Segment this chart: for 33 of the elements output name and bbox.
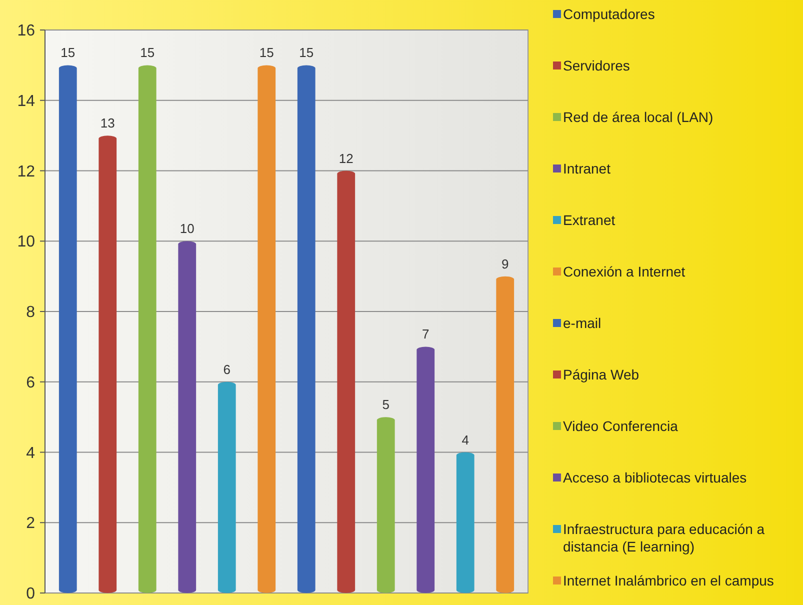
data-label: 4 — [462, 432, 469, 448]
data-label: 15 — [259, 45, 274, 60]
data-label: 5 — [382, 397, 390, 412]
legend-label: Conexión a Internet — [563, 263, 686, 280]
y-tick-label: 2 — [26, 515, 36, 532]
legend-label: Internet Inalámbrico en el campus — [563, 572, 774, 588]
y-tick-label: 8 — [26, 304, 36, 322]
data-label: 15 — [140, 45, 155, 60]
legend-label: Computadores — [563, 6, 655, 22]
y-tick-label: 6 — [26, 374, 36, 392]
data-label: 15 — [299, 45, 314, 60]
legend-label: Video Conferencia — [563, 418, 678, 434]
data-label: 15 — [60, 45, 76, 60]
y-tick-label: 4 — [26, 444, 36, 462]
y-tick-label: 0 — [26, 586, 36, 603]
data-label: 12 — [338, 150, 354, 166]
data-label: 7 — [422, 326, 430, 342]
legend-label: Página Web — [563, 366, 640, 382]
legend-label: Extranet — [563, 212, 616, 228]
data-label: 6 — [223, 362, 230, 377]
legend-label: Acceso a bibliotecas virtuales — [563, 469, 747, 486]
legend-label: Servidores — [563, 57, 630, 74]
y-tick-label: 12 — [17, 163, 36, 180]
legend-label: e-mail — [563, 314, 602, 331]
data-label: 13 — [100, 116, 115, 131]
data-label: 10 — [180, 221, 194, 236]
y-tick-label: 16 — [17, 22, 36, 40]
legend-label: Infraestructura para educación a distancia (E learning) — [563, 520, 765, 554]
legend-label: Intranet — [563, 160, 611, 176]
y-tick-label: 14 — [17, 92, 36, 110]
data-label: 9 — [501, 256, 509, 272]
y-tick-label: 10 — [17, 234, 36, 251]
legend-label: Red de área local (LAN) — [563, 108, 714, 125]
